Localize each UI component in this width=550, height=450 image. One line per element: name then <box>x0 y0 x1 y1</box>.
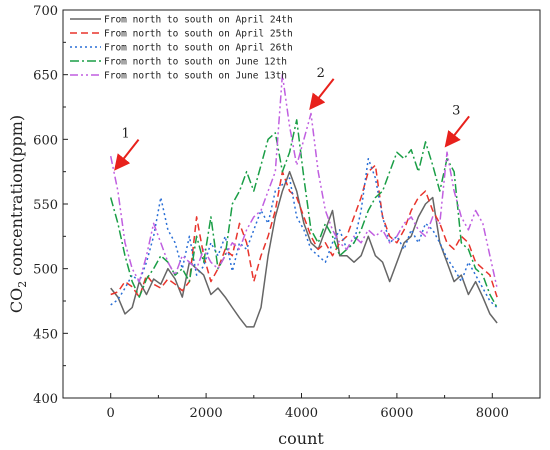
y-tick-label-5: 650 <box>33 69 58 84</box>
legend-label-0: From north to south on April 24th <box>104 15 293 26</box>
y-tick-label-3: 550 <box>33 198 58 213</box>
x-axis-label: count <box>278 429 324 448</box>
y-tick-label-4: 600 <box>33 133 58 148</box>
annotation-arrow-1 <box>114 139 140 171</box>
legend-label-1: From north to south on April 25th <box>104 29 293 40</box>
y-axis-label-main: CO <box>7 288 26 313</box>
series-line-0 <box>110 170 498 328</box>
legend: From north to south on April 24th From no… <box>70 15 293 82</box>
plot-frame <box>62 9 541 399</box>
y-tick-label-6: 700 <box>33 4 58 19</box>
series-line-3 <box>109 119 498 308</box>
y-axis-label-subscript: 2 <box>16 281 29 288</box>
x-tick-label-2: 4000 <box>285 406 318 421</box>
series-line-2 <box>110 157 498 309</box>
y-axis-label: CO2 concentration(ppm) <box>7 115 29 313</box>
annotation-label-3: 3 <box>452 103 460 118</box>
x-tick-label-4: 8000 <box>476 406 509 421</box>
x-tick-label-0: 0 <box>107 406 115 421</box>
axis-ticks: 0 2000 4000 6000 8000 400 450 500 550 600 650 700 <box>33 4 541 421</box>
y-tick-label-1: 450 <box>33 327 58 342</box>
series-line-1 <box>110 164 498 298</box>
y-tick-label-0: 400 <box>33 392 58 407</box>
x-tick-label-1: 2000 <box>190 406 223 421</box>
annotation-label-2: 2 <box>317 66 325 81</box>
legend-label-2: From north to south on April 26th <box>104 43 293 54</box>
y-tick-label-2: 500 <box>33 263 58 278</box>
legend-label-4: From north to south on June 13th <box>104 71 287 82</box>
annotation-label-1: 1 <box>122 127 130 142</box>
annotation-layer: 1 2 3 <box>114 66 470 171</box>
x-tick-label-3: 6000 <box>380 406 413 421</box>
series-layer <box>109 73 498 328</box>
annotation-arrow-3 <box>444 115 470 148</box>
annotation-arrow-2 <box>309 78 335 111</box>
y-axis-label-rest: concentration(ppm) <box>7 115 26 281</box>
series-line-4 <box>109 73 498 289</box>
legend-label-3: From north to south on June 12th <box>104 57 287 68</box>
